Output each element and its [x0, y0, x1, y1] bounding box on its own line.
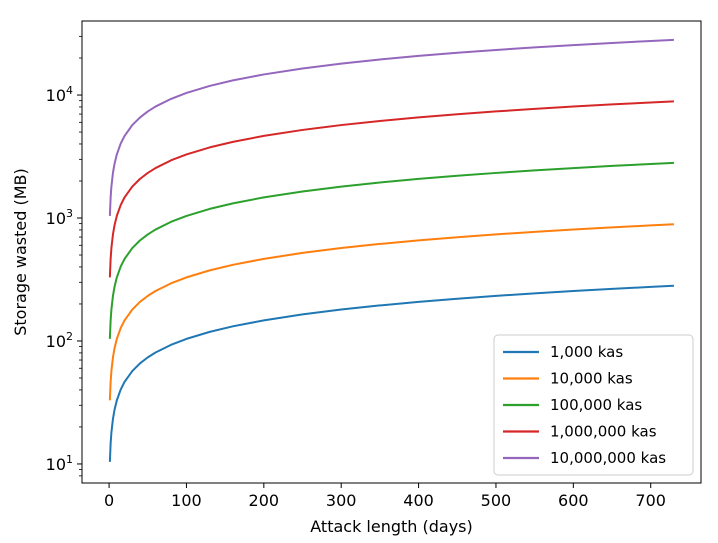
y-tick-base: 10	[46, 86, 66, 105]
x-tick-label: 200	[249, 491, 280, 510]
legend-box	[493, 334, 694, 476]
x-axis-label: Attack length (days)	[310, 517, 473, 536]
legend-label: 1,000,000 kas	[550, 423, 657, 441]
y-tick-exponent: 1	[66, 453, 73, 466]
y-tick-exponent: 2	[66, 330, 73, 343]
x-tick-label: 700	[635, 491, 666, 510]
y-tick-base: 10	[46, 209, 66, 228]
series-line-3	[108, 161, 674, 339]
legend-label: 1,000 kas	[550, 343, 623, 361]
x-tick-label: 500	[481, 491, 512, 510]
y-tick-label: 101	[46, 453, 73, 474]
x-tick-label: 600	[558, 491, 589, 510]
series-line-1	[108, 284, 674, 462]
x-tick-label: 0	[104, 491, 114, 510]
y-tick-base: 10	[46, 332, 66, 351]
y-tick-label: 102	[46, 330, 73, 351]
legend-label: 10,000 kas	[550, 370, 633, 388]
series-line-4	[108, 100, 674, 278]
series-layer	[108, 38, 674, 462]
legend: 1,000 kas 10,000 kas 100,000 kas 1,000,000 …	[493, 334, 694, 476]
plot-frame	[81, 20, 702, 484]
y-tick-exponent: 4	[66, 84, 73, 97]
series-line-2	[108, 223, 674, 401]
x-tick-label: 400	[403, 491, 434, 510]
y-tick-label: 104	[46, 84, 73, 105]
y-tick-exponent: 3	[66, 207, 73, 220]
y-tick-base: 10	[46, 455, 66, 474]
x-tick-label: 300	[326, 491, 357, 510]
x-axis-ticks: 0 100 200 300 400 500 600 700	[104, 483, 666, 510]
legend-label: 10,000,000 kas	[550, 449, 666, 467]
x-tick-label: 100	[171, 491, 202, 510]
series-line-5	[108, 38, 674, 216]
y-tick-label: 103	[46, 207, 73, 228]
legend-label: 100,000 kas	[550, 396, 642, 414]
y-axis-label: Storage wasted (MB)	[11, 168, 30, 336]
